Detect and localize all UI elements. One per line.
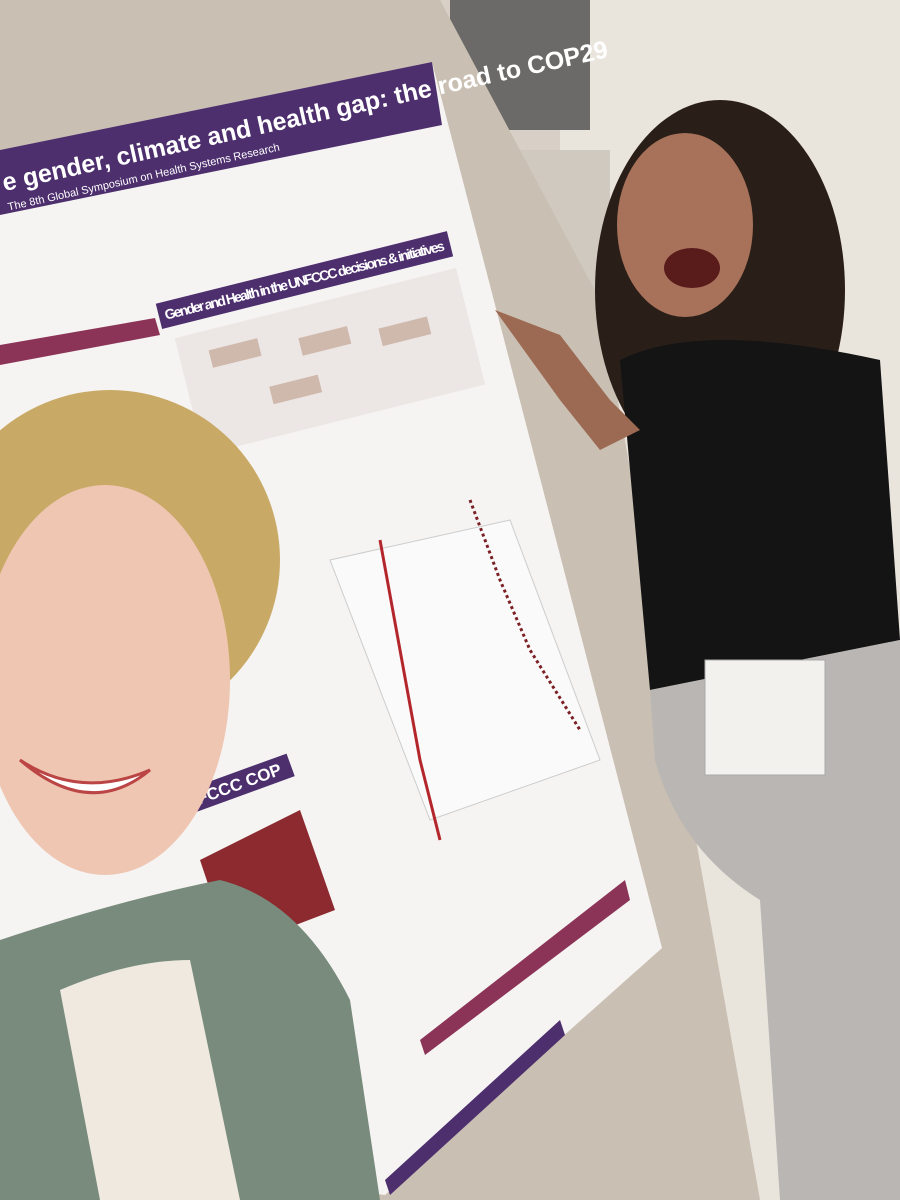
face: [617, 133, 753, 317]
box: [298, 326, 352, 356]
left-band: [0, 318, 160, 365]
top: [620, 340, 900, 690]
conclusion-bar: [420, 880, 630, 1055]
box: [269, 374, 323, 405]
box: [378, 316, 432, 347]
plot-line: [468, 499, 582, 731]
hand: [495, 310, 640, 450]
diagram-area: [174, 268, 486, 455]
box: [208, 338, 262, 368]
plot-line: [378, 539, 442, 841]
shirt: [60, 960, 240, 1200]
section-bar: [155, 231, 454, 329]
poster-header: [0, 62, 442, 215]
badge: [704, 659, 826, 776]
smile: [19, 758, 151, 795]
mouth: [664, 248, 720, 288]
footer-bar: [385, 1020, 565, 1195]
pants: [650, 640, 900, 1200]
plot-panel: [329, 519, 601, 821]
